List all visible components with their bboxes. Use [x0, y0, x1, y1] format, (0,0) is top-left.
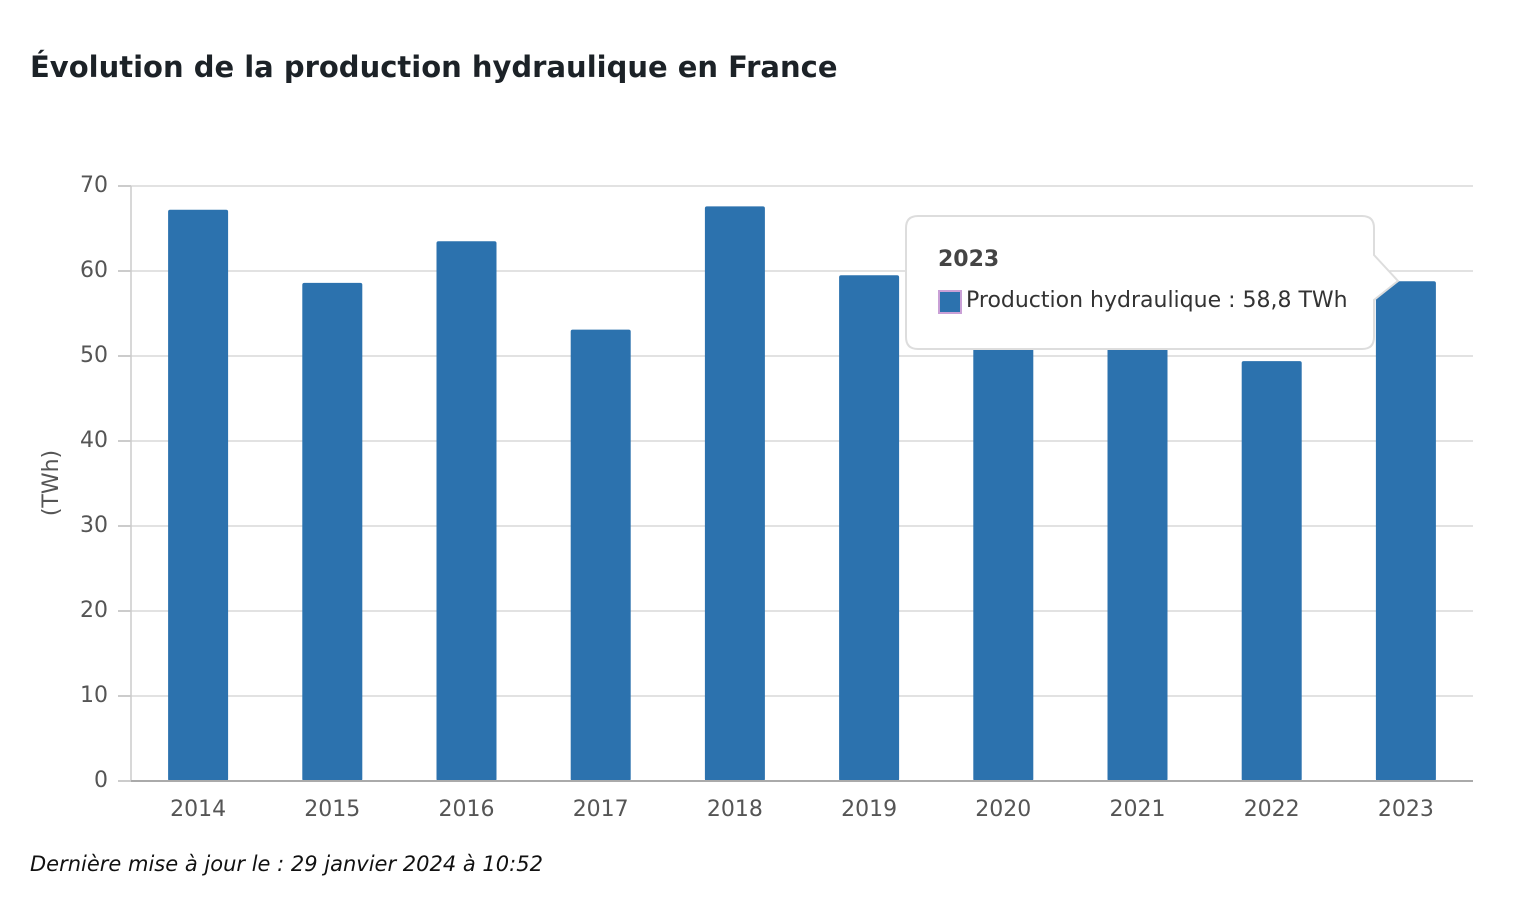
x-tick-label: 2020 — [975, 797, 1031, 822]
y-tick-label: 40 — [80, 428, 108, 453]
x-tick-label: 2021 — [1110, 797, 1166, 822]
bar — [570, 329, 631, 781]
x-tick-label: 2023 — [1378, 797, 1434, 822]
tooltip-title: 2023 — [938, 247, 999, 272]
x-tick-label: 2015 — [304, 797, 360, 822]
bar — [1107, 254, 1168, 781]
y-axis-title: (TWh) — [39, 450, 64, 516]
y-tick-label: 60 — [80, 258, 108, 283]
x-tick-label: 2014 — [170, 797, 226, 822]
x-tick-label: 2022 — [1244, 797, 1300, 822]
bar — [1241, 361, 1302, 781]
y-tick-label: 10 — [80, 683, 108, 708]
y-tick-label: 30 — [80, 513, 108, 538]
x-tick-label: 2017 — [573, 797, 629, 822]
y-tick-label: 0 — [94, 768, 108, 793]
bar — [302, 282, 363, 781]
tooltip-box — [905, 215, 1400, 350]
x-tick-label: 2016 — [439, 797, 495, 822]
bar — [973, 227, 1034, 781]
tooltip: 2023 Production hydraulique : 58,8 TWh — [905, 215, 1400, 350]
plot-area: 0 10 20 30 40 50 60 70 2014 2015 2016 2017 2018 2019 2… — [80, 173, 1473, 822]
chart-title: Évolution de la production hydraulique e… — [30, 50, 837, 84]
bar — [168, 209, 229, 782]
y-tick-label: 70 — [80, 173, 108, 198]
footnote: Dernière mise à jour le : 29 janvier 202… — [30, 852, 543, 876]
bar — [839, 275, 900, 781]
bar — [1375, 281, 1436, 781]
tooltip-swatch — [938, 290, 962, 314]
tooltip-label: Production hydraulique : 58,8 TWh — [966, 288, 1348, 313]
bar — [704, 206, 765, 781]
x-tick-label: 2018 — [707, 797, 763, 822]
x-tick-label: 2019 — [841, 797, 897, 822]
y-tick-label: 50 — [80, 343, 108, 368]
bar — [436, 241, 497, 781]
y-tick-label: 20 — [80, 598, 108, 623]
